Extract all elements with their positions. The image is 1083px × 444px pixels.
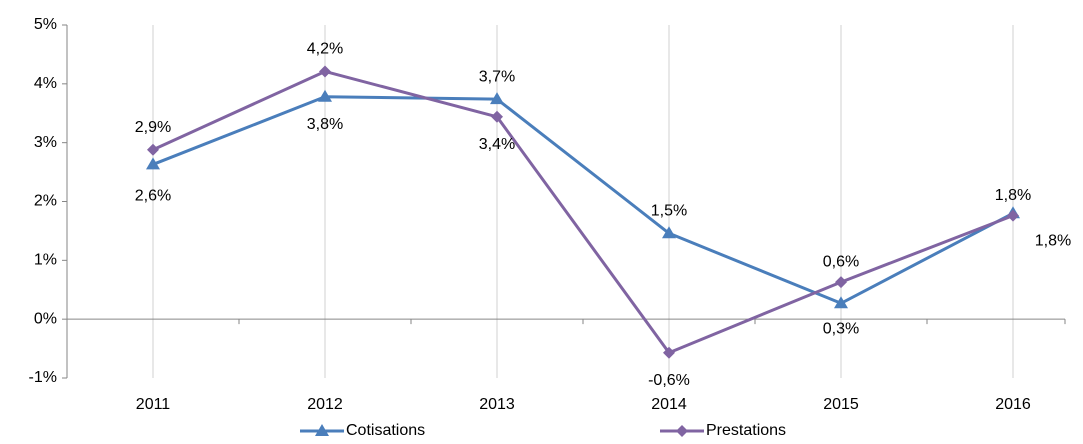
x-tick-label: 2015 [823, 396, 859, 413]
marker [490, 92, 504, 105]
marker [676, 425, 688, 437]
y-tick-label: 2% [34, 193, 57, 210]
y-tick-label: 4% [34, 75, 57, 92]
series-line [152, 69, 1014, 355]
x-tick-label: 2011 [136, 396, 171, 413]
data-label: 3,4% [479, 136, 515, 153]
x-tick-label: 2016 [995, 396, 1031, 413]
legend-label: Prestations [706, 422, 786, 439]
marker [318, 89, 332, 102]
data-label: 3,8% [307, 116, 343, 133]
data-label: -0,6% [648, 372, 690, 389]
marker [319, 65, 331, 78]
marker [491, 110, 503, 123]
marker [315, 424, 329, 436]
data-label: 1,8% [1035, 232, 1071, 249]
y-tick-label: 0% [34, 310, 57, 327]
data-label: 2,6% [135, 188, 171, 205]
series-line [152, 95, 1014, 305]
y-tick-label: 5% [34, 16, 57, 33]
y-tick-label: 3% [34, 134, 57, 151]
marker [1007, 209, 1019, 222]
y-tick-label: 1% [34, 252, 57, 269]
y-tick-label: -1% [29, 369, 57, 386]
x-tick-label: 2013 [479, 396, 515, 413]
data-label: 3,7% [479, 68, 515, 85]
marker [662, 226, 676, 239]
data-label: 1,5% [651, 202, 687, 219]
data-label: 0,6% [823, 253, 859, 270]
marker [146, 157, 160, 170]
x-tick-label: 2012 [307, 396, 343, 413]
marker [147, 143, 159, 156]
legend-label: Cotisations [346, 422, 425, 439]
data-label: 4,2% [307, 41, 343, 58]
data-label: 0,3% [823, 321, 859, 338]
data-label: 2,9% [135, 119, 171, 136]
marker [834, 296, 848, 309]
data-label: 1,8% [995, 187, 1031, 204]
marker [835, 276, 847, 289]
marker [663, 346, 675, 359]
x-tick-label: 2014 [651, 396, 687, 413]
